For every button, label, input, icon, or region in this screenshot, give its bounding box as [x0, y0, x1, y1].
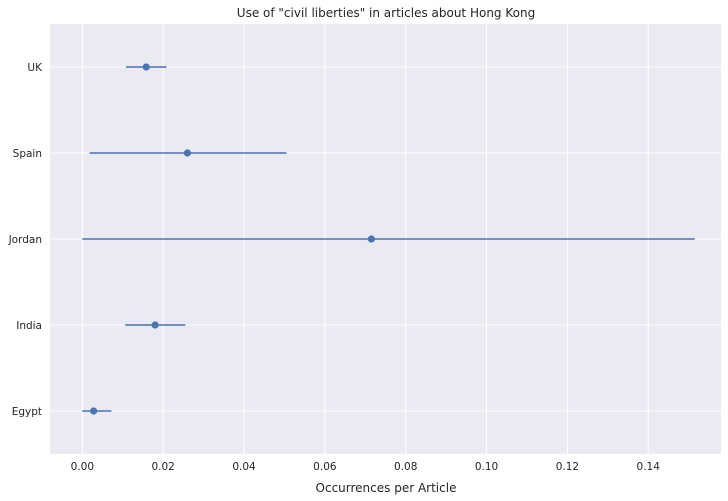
point-jordan	[367, 235, 375, 243]
x-tick-label-2: 0.04	[232, 461, 256, 473]
point-uk	[142, 63, 150, 71]
x-tick-label-5: 0.10	[475, 461, 498, 473]
x-tick-label-4: 0.08	[394, 461, 417, 473]
y-tick-label-3: India	[16, 320, 42, 332]
point-india	[151, 321, 159, 329]
y-tick-labels: UK Spain Jordan India Egypt	[8, 62, 44, 418]
point-egypt	[90, 407, 98, 415]
x-tick-label-6: 0.12	[556, 461, 579, 473]
y-tick-label-0: UK	[27, 62, 43, 74]
y-tick-label-1: Spain	[13, 148, 42, 160]
x-tick-label-1: 0.02	[151, 461, 174, 473]
error-bar-marks	[82, 63, 695, 415]
y-tick-label-4: Egypt	[12, 406, 42, 418]
x-tick-label-3: 0.06	[313, 461, 337, 473]
x-tick-labels: 0.00 0.02 0.04 0.06 0.08 0.10 0.12 0.14	[71, 461, 661, 473]
x-tick-label-7: 0.14	[637, 461, 661, 473]
y-tick-label-2: Jordan	[8, 234, 42, 246]
point-spain	[183, 149, 192, 157]
x-tick-label-0: 0.00	[71, 461, 94, 473]
x-axis-label: Occurrences per Article	[316, 481, 457, 495]
chart-title: Use of "civil liberties" in articles abo…	[237, 6, 535, 20]
